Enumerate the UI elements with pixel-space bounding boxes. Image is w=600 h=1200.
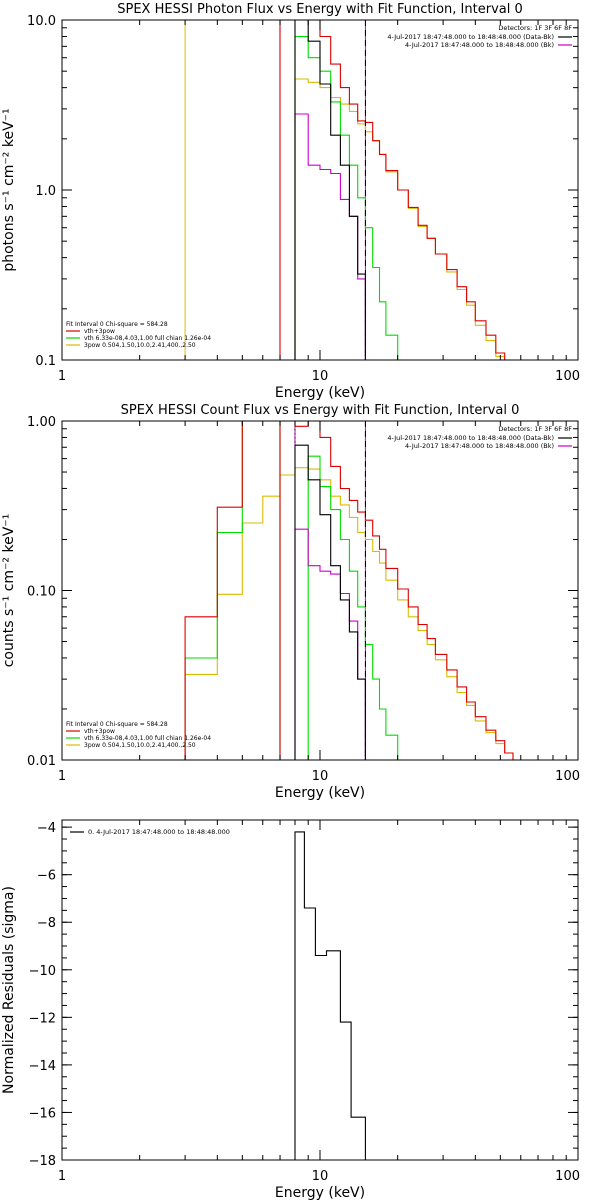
y-tick-label: −4 <box>37 821 56 836</box>
fit-legend-label: 3pow 0.504,1.50,10.0,2.41,400.,2.50 <box>84 742 196 749</box>
chart-panel-2: 1 10 100 −4 −6 −8 −10 −12 −14 −16 −18 Energy (keV) N… <box>1 819 580 1200</box>
x-tick-label: 100 <box>555 1169 580 1184</box>
x-axis-label: Energy (keV) <box>275 785 365 801</box>
series-0- <box>294 831 366 1160</box>
x-tick-label: 100 <box>555 769 580 784</box>
plot-area <box>184 20 513 360</box>
chart-title: SPEX HESSI Count Flux vs Energy with Fit… <box>121 403 520 418</box>
y-tick-label: 0.10 <box>27 585 56 600</box>
series-vth <box>184 421 409 760</box>
x-tick-label: 10 <box>312 369 329 384</box>
legend-entry-label: 4-Jul-2017 18:47:48.000 to 18:48:48.000 … <box>387 33 554 41</box>
legend-entry-label: 4-Jul-2017 18:47:48.000 to 18:48:48.000 … <box>387 434 554 442</box>
fit-legend-label: 3pow 0.504,1.50,10.0,2.41,400.,2.50 <box>84 342 196 349</box>
legend-entry-label: 0. 4-Jul-2017 18:47:48.000 to 18:48:48.0… <box>88 828 230 836</box>
x-tick-label: 1 <box>58 369 66 384</box>
x-tick-label: 10 <box>312 1169 329 1184</box>
series-vth <box>294 35 409 360</box>
x-tick-label: 10 <box>312 769 329 784</box>
chart-panel-0: 1 10 100 0.1 1.0 10.0 SPEX HESSI Photon Flux v… <box>1 2 580 401</box>
y-tick-label: 0.01 <box>27 754 56 769</box>
y-axis-label: counts s⁻¹ cm⁻² keV⁻¹ <box>1 514 17 668</box>
y-tick-label: −14 <box>29 1059 56 1074</box>
x-axis-label: Energy (keV) <box>275 385 365 401</box>
series-bk <box>294 113 366 360</box>
series-vth-3pow <box>184 421 514 760</box>
x-tick-label: 1 <box>58 1169 66 1184</box>
fit-info-label: Fit Interval 0 Chi-square = 584.28 <box>66 721 168 728</box>
y-tick-label: −10 <box>29 964 56 979</box>
chart-panel-1: 1 10 100 0.01 0.10 1.00 SPEX HESSI Count Flux … <box>1 403 580 801</box>
plot-area <box>294 831 366 1160</box>
y-tick-label: −16 <box>29 1106 56 1121</box>
detectors-label: Detectors: 1F 3F 6F 8F <box>498 425 572 433</box>
fit-legend-label: vth 6.33e-08,4.03,1.00 full chian 1.26e-… <box>84 735 211 742</box>
y-tick-label: 0.1 <box>35 354 56 369</box>
series-3pow <box>184 467 535 760</box>
y-tick-label: −8 <box>37 916 56 931</box>
y-tick-label: 1.00 <box>27 415 56 430</box>
fit-legend-label: vth+3pow <box>84 728 115 735</box>
series-data-bk <box>294 444 366 760</box>
series-3pow <box>294 78 513 360</box>
legend-entry-label: 4-Jul-2017 18:47:48.000 to 18:48:48.000 … <box>405 442 554 450</box>
y-tick-label: 10.0 <box>27 14 56 29</box>
y-tick-label: −18 <box>29 1154 56 1169</box>
series-vth-3pow <box>279 20 506 360</box>
fit-legend-label: vth 6.33e-08,4.03,1.00 full chian 1.26e-… <box>84 335 211 342</box>
y-axis-label: photons s⁻¹ cm⁻² keV⁻¹ <box>1 108 17 271</box>
fit-info-label: Fit Interval 0 Chi-square = 584.28 <box>66 321 168 328</box>
y-axis-label: Normalized Residuals (sigma) <box>1 886 17 1094</box>
x-tick-label: 1 <box>58 769 66 784</box>
plot-area <box>184 421 535 760</box>
y-tick-label: −12 <box>29 1011 56 1026</box>
fit-legend-label: vth+3pow <box>84 328 115 335</box>
y-tick-label: 1.0 <box>35 184 56 199</box>
plot-frame <box>61 819 579 1161</box>
legend-entry-label: 4-Jul-2017 18:47:48.000 to 18:48:48.000 … <box>405 41 554 49</box>
series-data-bk <box>294 20 366 360</box>
y-tick-label: −6 <box>37 869 56 884</box>
x-axis-label: Energy (keV) <box>275 1185 365 1200</box>
x-tick-label: 100 <box>555 369 580 384</box>
detectors-label: Detectors: 1F 3F 6F 8F <box>498 24 572 32</box>
chart-title: SPEX HESSI Photon Flux vs Energy with Fi… <box>117 2 523 17</box>
